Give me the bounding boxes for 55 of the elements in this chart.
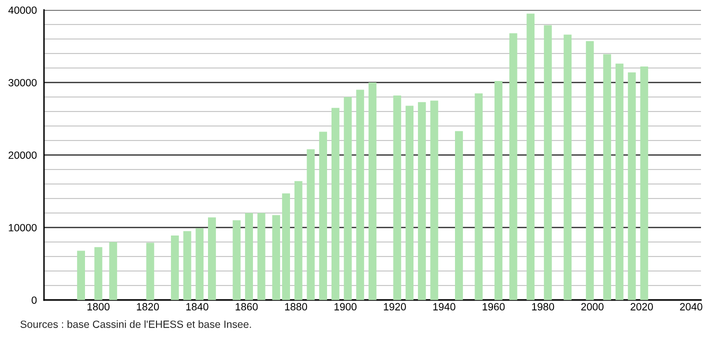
bar <box>526 14 535 300</box>
x-tick-label: 2000 <box>581 303 604 310</box>
bar <box>509 33 518 300</box>
bar <box>564 34 572 300</box>
bar <box>146 242 154 300</box>
x-tick-label: 1860 <box>236 303 258 310</box>
x-tick-label: 1940 <box>433 303 456 310</box>
x-tick-label: 1840 <box>186 303 208 310</box>
bar <box>544 25 552 300</box>
x-tick-label: 2020 <box>630 303 653 310</box>
bar <box>332 108 340 300</box>
bar <box>603 54 612 300</box>
bar <box>430 100 438 300</box>
x-tick-label: 1960 <box>482 303 505 310</box>
y-tick-label: 30000 <box>8 79 37 86</box>
x-tick-label: 1900 <box>334 303 357 310</box>
x-tick-label: 1980 <box>532 303 554 310</box>
bar <box>616 64 624 300</box>
bar <box>356 90 364 300</box>
bar <box>586 41 594 300</box>
bar <box>474 93 483 300</box>
bar <box>208 217 216 300</box>
source-note: Sources : base Cassini de l'EHESS et base Insee. <box>20 320 251 328</box>
bar <box>418 102 426 300</box>
bar <box>109 242 118 300</box>
x-tick-label: 1880 <box>285 303 308 310</box>
bar <box>344 97 352 300</box>
x-tick-label: 1800 <box>88 303 110 310</box>
bar <box>272 215 280 300</box>
bar <box>77 250 85 300</box>
bar <box>170 235 179 300</box>
x-tick-label: 1820 <box>136 303 159 310</box>
bar <box>94 247 102 300</box>
bar <box>628 72 636 300</box>
bar <box>245 213 253 300</box>
y-tick-label: 20000 <box>8 152 37 159</box>
bar <box>306 149 315 300</box>
bar <box>368 82 376 300</box>
bar <box>282 193 290 300</box>
bar <box>494 81 502 300</box>
bar <box>257 213 266 300</box>
bar <box>640 66 648 300</box>
bar <box>232 220 241 300</box>
y-tick-label: 0 <box>32 296 37 304</box>
bar <box>294 181 302 300</box>
bar <box>196 228 204 300</box>
x-tick-label: 1920 <box>384 303 406 310</box>
bar <box>454 131 463 300</box>
y-tick-label: 40000 <box>8 6 37 14</box>
bar <box>406 106 414 300</box>
y-tick-label: 10000 <box>8 224 37 232</box>
bar <box>393 96 402 300</box>
bar <box>319 132 328 300</box>
x-tick-label: 2040 <box>680 303 702 310</box>
bar <box>183 231 192 300</box>
